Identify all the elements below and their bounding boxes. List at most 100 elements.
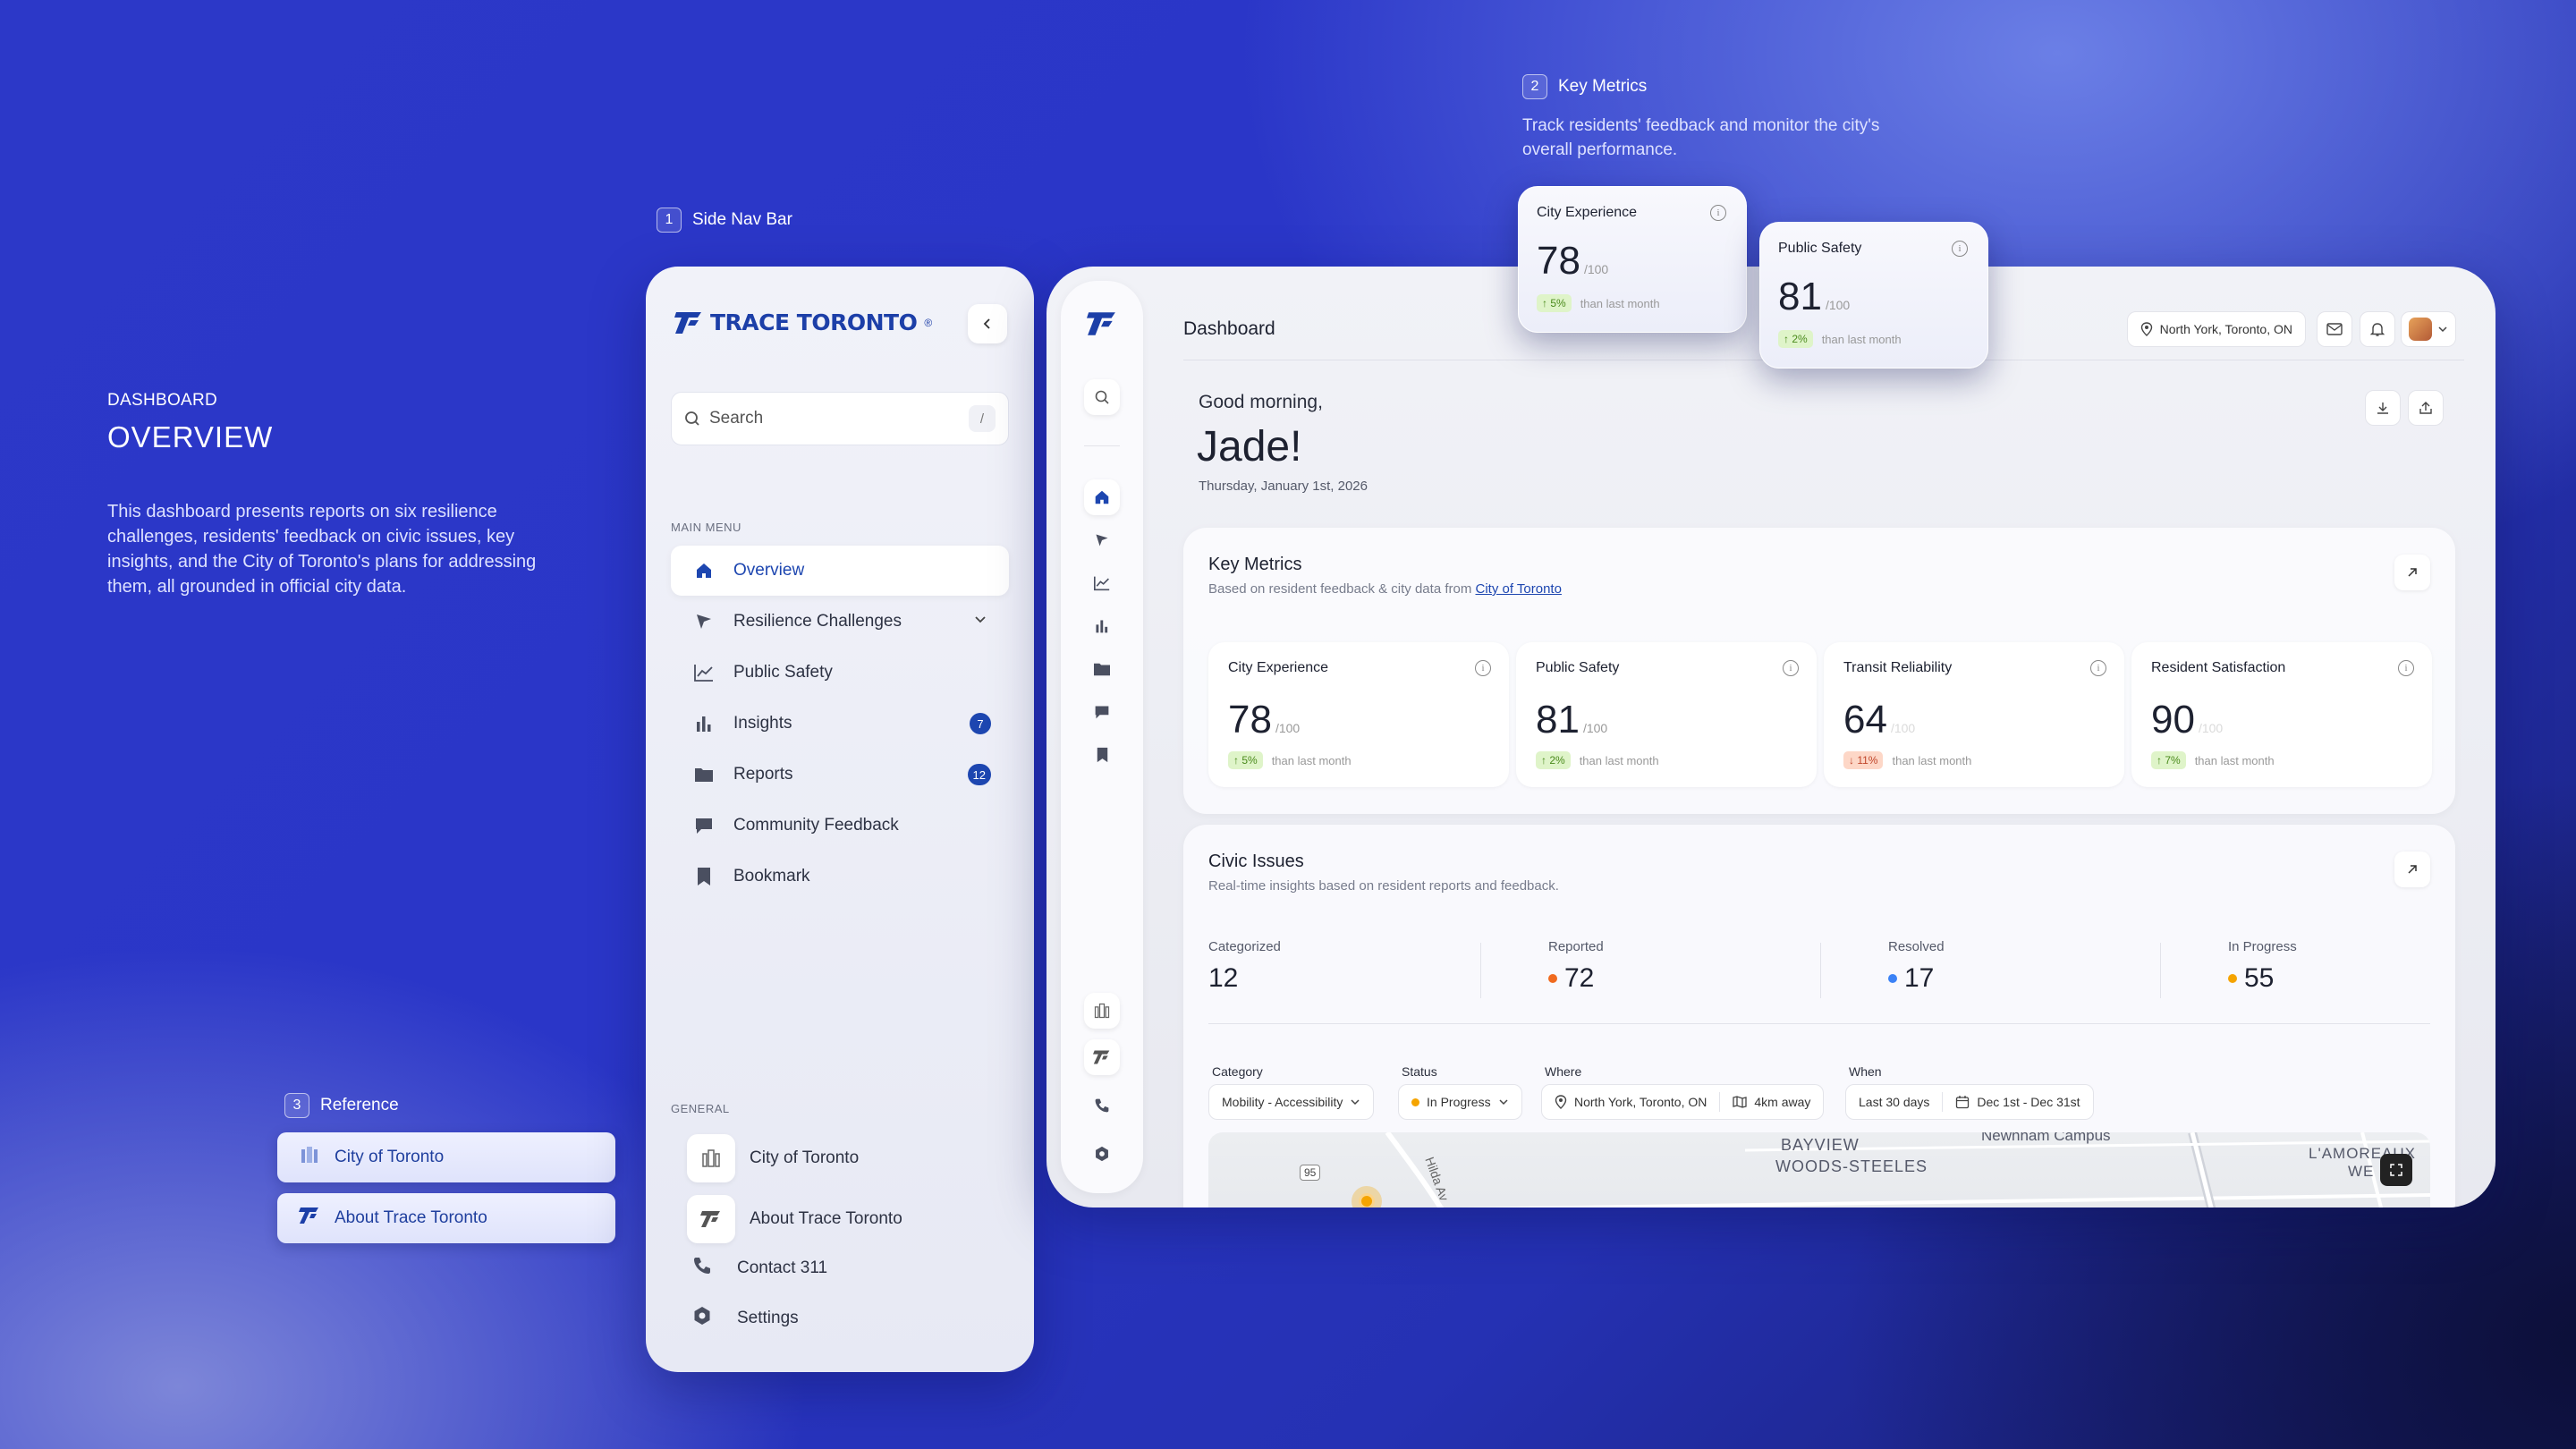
home-icon[interactable] [1084,479,1120,515]
sidebar-item-public-safety[interactable]: Public Safety [671,648,1009,698]
sidebar-item-bookmark[interactable]: Bookmark [671,852,1009,902]
download-icon [2377,402,2388,414]
folder-icon[interactable] [1084,651,1120,687]
sidebar-item-about-trace-toronto[interactable]: About Trace Toronto [687,1195,902,1243]
search-icon [685,411,699,426]
expand-civic-issues-button[interactable] [2394,852,2430,887]
stat-number: 72 [1564,963,1595,993]
issue-marker[interactable] [1352,1186,1382,1208]
status-dot [1411,1097,1419,1106]
sidebar-item-label: About Trace Toronto [750,1209,902,1228]
collapse-sidebar-button[interactable] [968,304,1007,343]
side-nav-bar: TRACE TORONTO ® Search / MAIN MENU Overv… [646,267,1034,1372]
sidebar-item-overview[interactable]: Overview [671,546,1009,596]
annotation-number: 2 [1522,74,1547,99]
trace-toronto-logo[interactable]: TRACE TORONTO ® [674,309,932,335]
sidebar-item-resilience-challenges[interactable]: Resilience Challenges [671,597,1009,647]
trace-logo-icon[interactable] [1084,306,1120,342]
user-name: Jade! [1197,423,1302,470]
city-hall-icon [299,1144,320,1171]
change-value: 11% [1857,754,1878,767]
map-label: WOODS-STEELES [1775,1157,1928,1175]
info-icon[interactable]: i [2398,660,2414,676]
map-icon [1733,1096,1748,1108]
filter-status-label: Status [1402,1064,1437,1079]
when-select[interactable]: Last 30 days Dec 1st - Dec 31st [1845,1084,2094,1120]
sidebar-item-contact-311[interactable]: Contact 311 [692,1256,827,1281]
change-up-badge: ↑ 7% [2151,751,2186,769]
metric-card-transit-reliability[interactable]: Transit Reliability i 64/100 ↓ 11% than l… [1824,642,2124,787]
map-label: WE [2348,1163,2375,1180]
sidebar-item-label: Contact 311 [737,1258,828,1277]
line-chart-icon[interactable] [1084,565,1120,601]
download-button[interactable] [2365,390,2401,426]
search-input[interactable]: Search / [671,392,1009,445]
share-button[interactable] [2408,390,2444,426]
change-value: 2% [1549,754,1565,767]
metric-scale: /100 [1825,298,1851,312]
bar-chart-icon[interactable] [1084,608,1120,644]
metric-card-public-safety[interactable]: Public Safety i 81/100 ↑ 2% than last mon… [1516,642,1817,787]
home-icon [692,559,716,582]
phone-icon[interactable] [1084,1088,1120,1123]
category-select[interactable]: Mobility - Accessibility [1208,1084,1375,1120]
arrow-up-right-icon [2408,865,2417,874]
location-selector[interactable]: North York, Toronto, ON [2126,311,2306,347]
stat-label: Reported [1548,939,1604,954]
navigation-arrow-icon[interactable] [1084,522,1120,558]
metric-change: ↑ 7% than last month [2151,751,2275,769]
notifications-button[interactable] [2360,311,2395,347]
sidebar-item-city-of-toronto[interactable]: City of Toronto [687,1134,859,1182]
sidebar-item-reports[interactable]: Reports 12 [671,750,1009,800]
metric-card-resident-satisfaction[interactable]: Resident Satisfaction i 90/100 ↑ 7% than … [2131,642,2432,787]
navigation-arrow-icon [692,610,716,633]
change-note: than last month [1580,296,1660,310]
pill-divider [1942,1092,1944,1112]
stat-number: 17 [1904,963,1935,993]
civic-issues-map[interactable]: BAYVIEW WOODS-STEELES L'AMOREAUX WE Newn… [1208,1132,2430,1208]
bell-icon [2370,323,2385,336]
bookmark-icon[interactable] [1084,737,1120,773]
sidebar-item-insights[interactable]: Insights 7 [671,699,1009,749]
change-value: 5% [1241,754,1258,767]
sidebar-item-community-feedback[interactable]: Community Feedback [671,801,1009,851]
calendar-icon [1956,1096,1970,1109]
subtitle-text: Based on resident feedback & city data f… [1208,581,1476,597]
where-select[interactable]: North York, Toronto, ON 4km away [1541,1084,1825,1120]
expand-key-metrics-button[interactable] [2394,555,2430,590]
category-value: Mobility - Accessibility [1222,1095,1343,1109]
info-icon[interactable]: i [1475,660,1491,676]
bar-chart-icon [692,712,716,735]
mail-button[interactable] [2317,311,2352,347]
search-icon[interactable] [1084,379,1120,415]
reference-label: About Trace Toronto [335,1208,487,1227]
sidebar-item-label: Settings [737,1309,799,1327]
chat-icon [692,814,716,837]
city-hall-icon[interactable] [1084,993,1120,1029]
arrow-up-right-icon [2408,568,2417,577]
chevron-down-icon[interactable] [973,612,987,631]
rail-divider [1084,445,1120,446]
info-icon[interactable]: i [1783,660,1799,676]
metric-value: 90/100 [2151,698,2223,742]
reference-city-of-toronto-button[interactable]: City of Toronto [277,1132,615,1182]
folder-icon [692,763,716,786]
info-icon[interactable]: i [2090,660,2106,676]
filter-category-label: Category [1212,1064,1263,1079]
map-label: BAYVIEW [1781,1136,1860,1154]
status-dot [1548,974,1557,983]
city-of-toronto-link[interactable]: City of Toronto [1475,581,1562,597]
profile-menu-button[interactable] [2401,311,2456,347]
gear-icon[interactable] [1084,1136,1120,1172]
chat-icon[interactable] [1084,694,1120,730]
trace-logo-icon[interactable] [1084,1039,1120,1075]
civic-issues-panel: Civic Issues Real-time insights based on… [1183,825,2455,1208]
chevron-down-icon [1351,1099,1360,1106]
reference-about-trace-toronto-button[interactable]: About Trace Toronto [277,1193,615,1243]
sidebar-item-settings[interactable]: Settings [692,1306,799,1331]
metric-card-city-experience[interactable]: City Experience i 78/100 ↑ 5% than last m… [1208,642,1509,787]
city-hall-icon [687,1134,735,1182]
fullscreen-button[interactable] [2380,1154,2412,1186]
current-date: Thursday, January 1st, 2026 [1199,479,1368,494]
status-select[interactable]: In Progress [1398,1084,1522,1120]
